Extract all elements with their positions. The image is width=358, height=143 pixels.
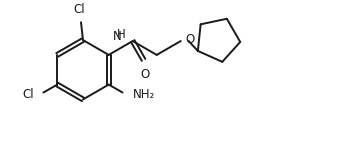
Text: H: H xyxy=(117,28,126,41)
Text: N: N xyxy=(113,30,122,43)
Text: O: O xyxy=(140,68,149,81)
Text: O: O xyxy=(186,33,195,46)
Text: Cl: Cl xyxy=(22,88,34,101)
Text: Cl: Cl xyxy=(73,3,85,16)
Text: NH₂: NH₂ xyxy=(132,88,155,101)
